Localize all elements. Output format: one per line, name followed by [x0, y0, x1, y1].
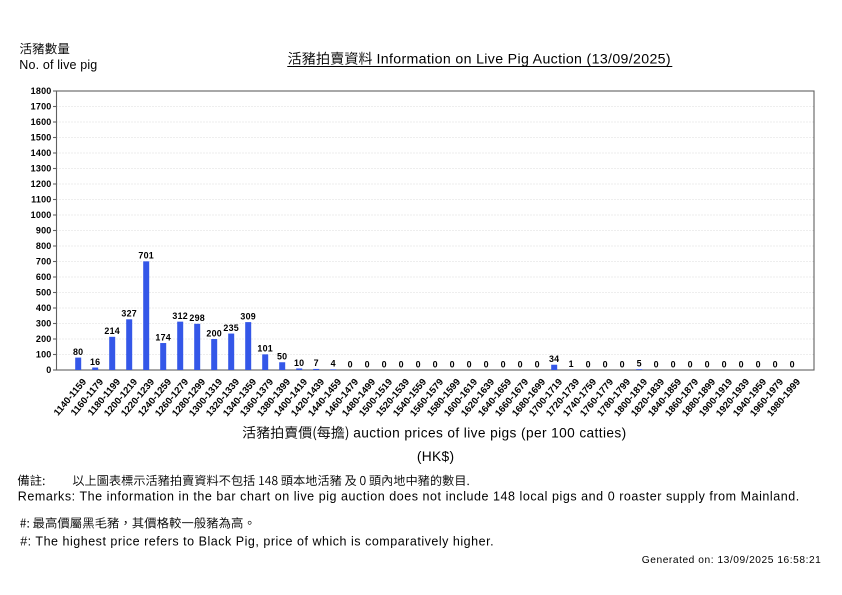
svg-text:235: 235	[223, 323, 239, 333]
svg-text:0: 0	[433, 359, 438, 369]
svg-text:0: 0	[722, 359, 727, 369]
svg-text:Remarks: The information in th: Remarks: The information in the bar char…	[18, 489, 800, 503]
svg-text:0: 0	[739, 359, 744, 369]
svg-text:0: 0	[348, 359, 353, 369]
svg-text:0: 0	[484, 359, 489, 369]
svg-text:700: 700	[36, 257, 52, 267]
svg-text:1: 1	[569, 359, 574, 369]
svg-text:Information on Live Pig Auctio: Information on Live Pig Auction (13/09/2…	[377, 52, 671, 68]
svg-text:5: 5	[637, 359, 642, 369]
svg-text:1800: 1800	[31, 86, 52, 96]
svg-text:0: 0	[705, 359, 710, 369]
svg-text:1100: 1100	[31, 195, 51, 205]
svg-text:0: 0	[382, 359, 387, 369]
svg-text:327: 327	[121, 309, 137, 319]
svg-text:0: 0	[790, 359, 795, 369]
svg-text:auction prices of live pigs (p: auction prices of live pigs (per 100 cat…	[353, 426, 626, 441]
svg-text:0: 0	[467, 359, 472, 369]
svg-text:34: 34	[549, 354, 559, 364]
svg-text:900: 900	[36, 226, 52, 236]
svg-text:0: 0	[501, 359, 506, 369]
svg-text:0: 0	[620, 359, 625, 369]
svg-text:312: 312	[172, 311, 188, 321]
svg-text:0: 0	[756, 359, 761, 369]
svg-text:214: 214	[104, 326, 120, 336]
svg-text:0: 0	[586, 359, 591, 369]
svg-text:16: 16	[90, 357, 100, 367]
svg-text:80: 80	[73, 347, 83, 357]
svg-text:0: 0	[46, 365, 51, 375]
svg-text:0: 0	[450, 359, 455, 369]
svg-text:50: 50	[277, 352, 287, 362]
svg-text:Generated on: 13/09/2025 16:58: Generated on: 13/09/2025 16:58:21	[642, 555, 822, 566]
svg-text:174: 174	[155, 332, 171, 342]
svg-text:200: 200	[206, 328, 222, 338]
svg-text:101: 101	[257, 344, 273, 354]
svg-text:200: 200	[36, 334, 52, 344]
svg-text:10: 10	[294, 358, 304, 368]
svg-text:(HK$): (HK$)	[417, 449, 455, 464]
svg-text:0: 0	[773, 359, 778, 369]
svg-text:0: 0	[365, 359, 370, 369]
svg-text:1400: 1400	[31, 148, 52, 158]
svg-text:100: 100	[36, 350, 52, 360]
svg-text:400: 400	[36, 303, 52, 313]
svg-text:7: 7	[314, 358, 319, 368]
svg-text:500: 500	[36, 288, 52, 298]
svg-text:0: 0	[688, 359, 693, 369]
svg-text:1700: 1700	[31, 102, 52, 112]
svg-text:1000: 1000	[31, 210, 52, 220]
svg-text:0: 0	[518, 359, 523, 369]
svg-text:300: 300	[36, 319, 52, 329]
svg-text:4: 4	[331, 359, 336, 369]
svg-text:1300: 1300	[31, 164, 52, 174]
svg-text:0: 0	[654, 359, 659, 369]
svg-text:309: 309	[240, 311, 256, 321]
svg-text:0: 0	[535, 359, 540, 369]
svg-text:1200: 1200	[31, 179, 52, 189]
svg-text:0: 0	[399, 359, 404, 369]
svg-text:1500: 1500	[31, 133, 52, 143]
svg-text:0: 0	[416, 359, 421, 369]
svg-text:#: The highest price refers to: #: The highest price refers to Black Pig…	[20, 534, 494, 548]
svg-text:No. of live pig: No. of live pig	[19, 58, 97, 72]
svg-text:701: 701	[138, 251, 154, 261]
svg-text:0: 0	[603, 359, 608, 369]
svg-text:1600: 1600	[31, 117, 52, 127]
svg-text:800: 800	[36, 241, 52, 251]
svg-text:0: 0	[671, 359, 676, 369]
svg-text:600: 600	[36, 272, 52, 282]
svg-text:298: 298	[189, 313, 205, 323]
